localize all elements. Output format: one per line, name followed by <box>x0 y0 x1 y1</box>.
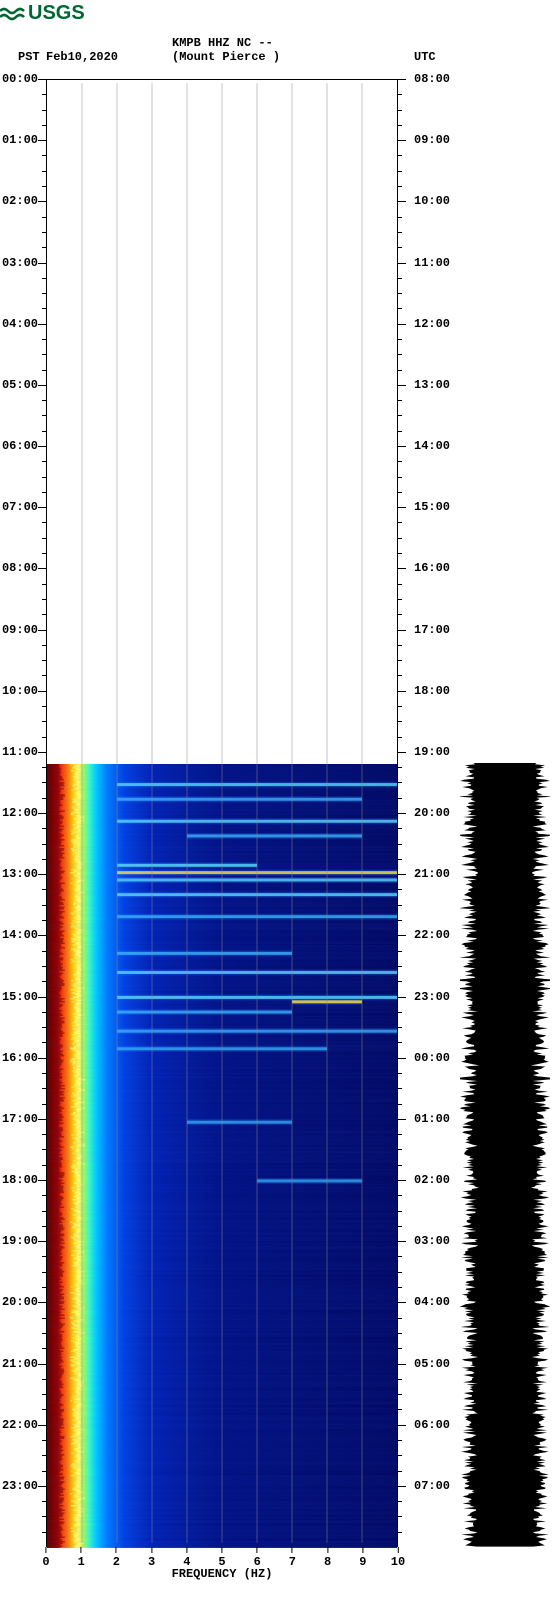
right-timezone: UTC <box>414 50 436 64</box>
usgs-logo-text: USGS <box>28 2 85 25</box>
utc-tick-label: 02:00 <box>414 1173 450 1187</box>
usgs-logo: USGS <box>0 2 85 25</box>
freq-tick: 10 <box>391 1547 405 1569</box>
utc-tick-label: 11:00 <box>414 256 450 270</box>
utc-tick-label: 06:00 <box>414 1418 450 1432</box>
utc-tick-label: 09:00 <box>414 133 450 147</box>
utc-tick-label: 05:00 <box>414 1357 450 1371</box>
freq-tick: 0 <box>42 1547 49 1569</box>
usgs-wave-icon <box>0 5 26 23</box>
pst-tick-label: 14:00 <box>2 928 38 942</box>
utc-tick-label: 15:00 <box>414 500 450 514</box>
pst-tick-label: 23:00 <box>2 1479 38 1493</box>
freq-tick: 1 <box>78 1547 85 1569</box>
utc-tick-label: 10:00 <box>414 194 450 208</box>
utc-tick-label: 21:00 <box>414 867 450 881</box>
pst-tick-label: 21:00 <box>2 1357 38 1371</box>
utc-tick-label: 14:00 <box>414 439 450 453</box>
utc-tick-label: 01:00 <box>414 1112 450 1126</box>
freq-tick: 4 <box>183 1547 190 1569</box>
pst-tick-label: 16:00 <box>2 1051 38 1065</box>
pst-tick-label: 10:00 <box>2 684 38 698</box>
pst-tick-label: 17:00 <box>2 1112 38 1126</box>
pst-tick-label: 18:00 <box>2 1173 38 1187</box>
pst-tick-label: 09:00 <box>2 623 38 637</box>
pst-tick-label: 07:00 <box>2 500 38 514</box>
spectrogram-canvas <box>47 764 397 1548</box>
pst-tick-label: 00:00 <box>2 72 38 86</box>
freq-tick: 5 <box>218 1547 225 1569</box>
utc-tick-label: 08:00 <box>414 72 450 86</box>
pst-tick-label: 05:00 <box>2 378 38 392</box>
utc-tick-label: 03:00 <box>414 1234 450 1248</box>
pst-tick-label: 08:00 <box>2 561 38 575</box>
left-timezone: PST <box>18 50 40 64</box>
seismic-waveform <box>460 763 550 1547</box>
x-axis-label: FREQUENCY (HZ) <box>46 1567 398 1581</box>
pst-tick-label: 20:00 <box>2 1295 38 1309</box>
pst-tick-label: 12:00 <box>2 806 38 820</box>
pst-tick-label: 03:00 <box>2 256 38 270</box>
utc-tick-label: 17:00 <box>414 623 450 637</box>
freq-tick: 2 <box>113 1547 120 1569</box>
pst-tick-label: 13:00 <box>2 867 38 881</box>
utc-tick-label: 04:00 <box>414 1295 450 1309</box>
freq-tick: 3 <box>148 1547 155 1569</box>
pst-tick-label: 19:00 <box>2 1234 38 1248</box>
pst-tick-label: 04:00 <box>2 317 38 331</box>
pst-tick-label: 02:00 <box>2 194 38 208</box>
utc-tick-label: 20:00 <box>414 806 450 820</box>
utc-tick-label: 19:00 <box>414 745 450 759</box>
freq-tick: 9 <box>359 1547 366 1569</box>
utc-tick-label: 07:00 <box>414 1479 450 1493</box>
utc-tick-label: 13:00 <box>414 378 450 392</box>
utc-time-axis: 08:0009:0010:0011:0012:0013:0014:0015:00… <box>398 79 458 1547</box>
utc-tick-label: 00:00 <box>414 1051 450 1065</box>
freq-tick: 7 <box>289 1547 296 1569</box>
pst-tick-label: 01:00 <box>2 133 38 147</box>
freq-tick: 8 <box>324 1547 331 1569</box>
utc-tick-label: 23:00 <box>414 990 450 1004</box>
pst-tick-label: 22:00 <box>2 1418 38 1432</box>
pst-tick-label: 06:00 <box>2 439 38 453</box>
pst-tick-label: 11:00 <box>2 745 38 759</box>
utc-tick-label: 16:00 <box>414 561 450 575</box>
frequency-axis: FREQUENCY (HZ) 012345678910 <box>46 1547 398 1587</box>
utc-tick-label: 12:00 <box>414 317 450 331</box>
freq-tick: 6 <box>254 1547 261 1569</box>
station-code: KMPB HHZ NC -- <box>172 36 273 50</box>
pst-time-axis: 00:0001:0002:0003:0004:0005:0006:0007:00… <box>0 79 46 1547</box>
utc-tick-label: 22:00 <box>414 928 450 942</box>
record-date: Feb10,2020 <box>46 50 118 64</box>
station-location: (Mount Pierce ) <box>172 50 280 64</box>
utc-tick-label: 18:00 <box>414 684 450 698</box>
pst-tick-label: 15:00 <box>2 990 38 1004</box>
spectrogram-plot <box>46 79 398 1547</box>
